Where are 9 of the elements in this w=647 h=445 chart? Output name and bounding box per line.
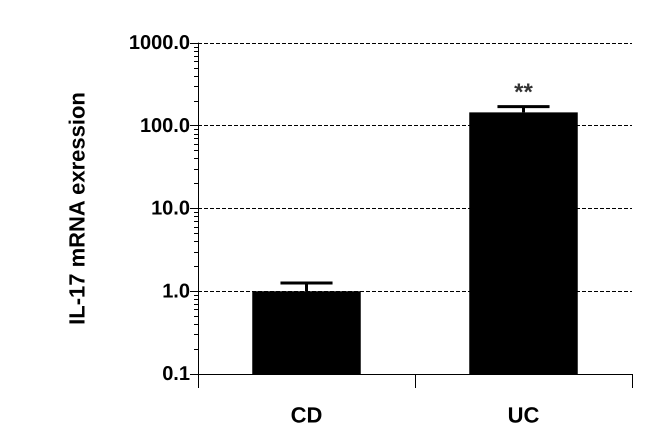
y-tick-label: 1000.0 (128, 32, 190, 54)
y-tick-label: 10.0 (151, 198, 190, 220)
y-tick-label: 100.0 (140, 114, 190, 137)
x-tick-label: UC (508, 402, 540, 428)
y-tick-label: 0.1 (162, 363, 190, 385)
y-axis-title: IL-17 mRNA exression (64, 92, 90, 325)
x-tick-label: CD (290, 402, 322, 428)
annotation: ** (514, 79, 534, 106)
y-tick-label: 1.0 (162, 280, 190, 302)
